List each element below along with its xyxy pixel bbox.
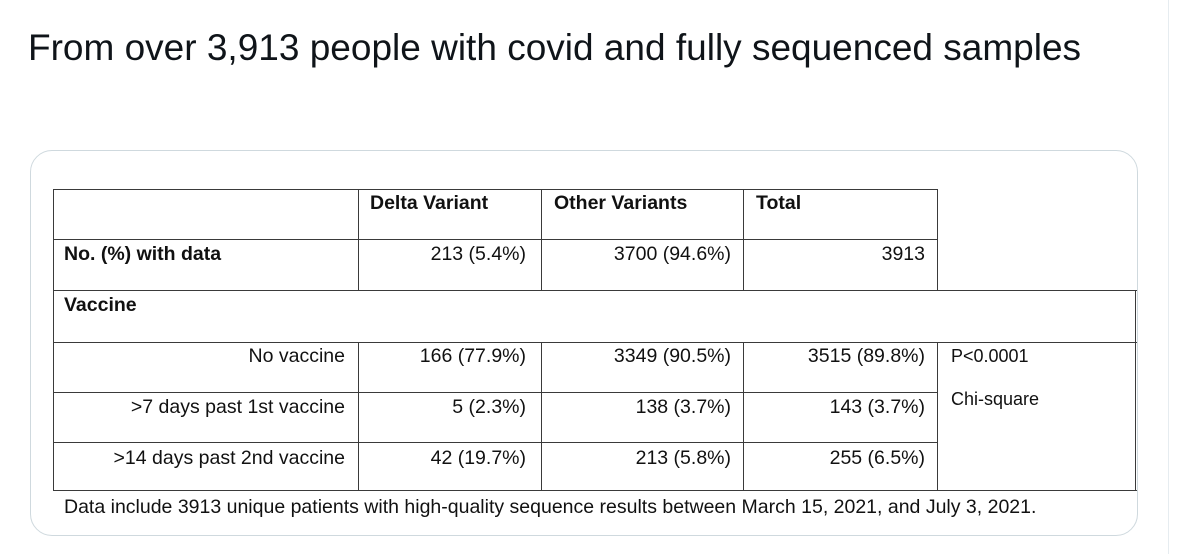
cell-1st-vaccine-delta: 5 (2.3%) [452, 396, 526, 418]
table-rule [53, 392, 937, 393]
table-rule [743, 189, 744, 290]
table-rule [937, 189, 938, 290]
table-rule [53, 442, 937, 443]
table-rule [53, 189, 937, 190]
table-footnote: Data include 3913 unique patients with h… [64, 496, 1037, 518]
row-label-with-data: No. (%) with data [64, 243, 222, 265]
table-rule [53, 239, 937, 240]
cell-2nd-vaccine-delta: 42 (19.7%) [430, 447, 526, 469]
cell-no-vaccine-other: 3349 (90.5%) [613, 345, 731, 367]
table-rule [53, 490, 1137, 491]
column-header-delta: Delta Variant [370, 192, 489, 214]
table-rule [541, 342, 542, 490]
cell-no-vaccine-delta: 166 (77.9%) [419, 345, 526, 367]
table-rule [358, 189, 359, 290]
cell-2nd-vaccine-other: 213 (5.8%) [635, 447, 731, 469]
section-label-vaccine: Vaccine [64, 294, 137, 316]
cell-1st-vaccine-other: 138 (3.7%) [635, 396, 731, 418]
column-header-other: Other Variants [554, 192, 688, 214]
table-rule [358, 342, 359, 490]
cell-no-vaccine-total: 3515 (89.8%) [807, 345, 925, 367]
table-rule [1135, 290, 1136, 490]
row-label-no-vaccine: No vaccine [248, 345, 345, 367]
cell-1st-vaccine-total: 143 (3.7%) [829, 396, 925, 418]
cell-with-data-other: 3700 (94.6%) [613, 243, 731, 265]
table-rule [541, 189, 542, 290]
cell-2nd-vaccine-total: 255 (6.5%) [829, 447, 925, 469]
tweet-text: From over 3,913 people with covid and fu… [28, 27, 1082, 68]
table-rule [53, 342, 1137, 343]
test-name-text: Chi-square [951, 389, 1040, 409]
timeline-divider [1168, 0, 1169, 554]
cell-with-data-delta: 213 (5.4%) [430, 243, 526, 265]
table-rule [53, 290, 1137, 291]
cell-with-data-total: 3913 [881, 243, 925, 265]
table-rule [937, 342, 938, 490]
row-label-1st-vaccine: >7 days past 1st vaccine [130, 396, 345, 418]
data-table: Delta Variant Other Variants Total No. (… [31, 151, 1137, 535]
row-label-2nd-vaccine: >14 days past 2nd vaccine [113, 447, 345, 469]
table-rule [743, 342, 744, 490]
p-value-text: P<0.0001 [951, 346, 1029, 366]
table-rule [53, 189, 54, 490]
column-header-total: Total [756, 192, 802, 214]
tweet-media-image[interactable]: Delta Variant Other Variants Total No. (… [30, 150, 1138, 536]
